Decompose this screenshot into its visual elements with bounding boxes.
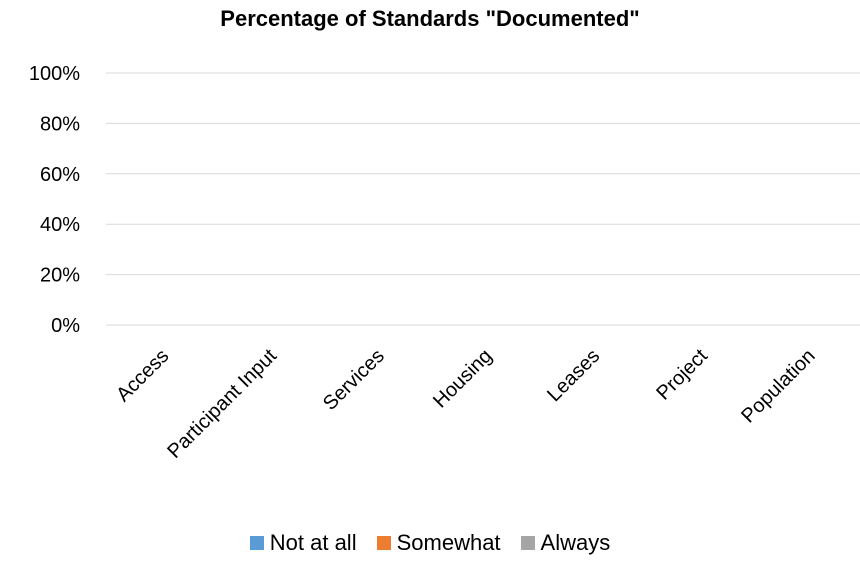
legend-item-not-at-all: Not at all — [249, 530, 357, 556]
x-tick-label: Access — [112, 345, 173, 406]
x-tick-label: Leases — [543, 345, 604, 406]
legend-label-not-at-all: Not at all — [269, 530, 357, 555]
y-tick-label: 60% — [40, 164, 80, 186]
chart-title: Percentage of Standards "Documented" — [220, 6, 640, 31]
x-tick-label: Housing — [429, 345, 496, 412]
legend-swatch-always — [520, 536, 535, 550]
legend-item-always: Always — [520, 530, 611, 556]
legend-item-somewhat: Somewhat — [376, 530, 501, 556]
legend-label-always: Always — [540, 530, 611, 555]
y-tick-label: 80% — [40, 113, 80, 135]
x-tick-label: Project — [652, 345, 712, 405]
y-tick-label: 40% — [40, 214, 80, 236]
y-tick-label: 0% — [51, 315, 80, 337]
legend-label-somewhat: Somewhat — [396, 530, 501, 555]
x-tick-label: Participant Input — [163, 345, 281, 463]
legend: Not at all Somewhat Always — [0, 530, 860, 556]
legend-swatch-not-at-all — [249, 536, 264, 550]
y-tick-label: 20% — [40, 265, 80, 287]
legend-swatch-somewhat — [376, 536, 391, 550]
x-tick-label: Population — [737, 345, 819, 427]
y-tick-label: 100% — [29, 63, 80, 85]
x-tick-label: Services — [319, 345, 389, 415]
